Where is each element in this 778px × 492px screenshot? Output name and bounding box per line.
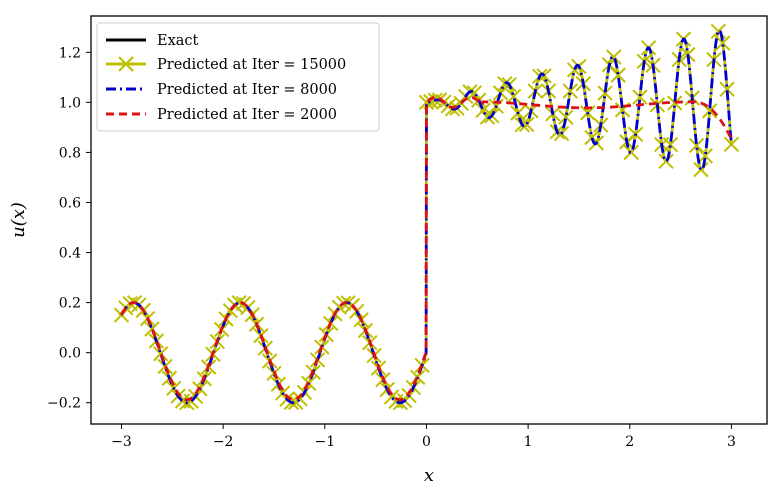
y-tick-label: 0.0 [59,346,81,362]
y-tick-label: 0.4 [59,246,81,262]
x-tick-label: −3 [111,434,132,450]
legend-label-exact: Exact [157,33,199,49]
iter15000-marker [632,89,648,105]
iter15000-marker [693,161,709,178]
iter15000-marker [658,153,674,170]
iter15000-marker [623,144,639,161]
iter15000-marker [667,95,683,111]
iter15000-marker [562,83,578,99]
y-axis-label: u(x) [8,202,29,238]
x-axis-label: x [424,465,434,486]
x-axis-ticks: −3 −2 −1 0 1 2 3 [111,424,736,450]
legend: Exact Predicted at Iter = 15000 Predicte… [96,22,380,132]
plot-marks [113,23,740,411]
iter15000-marker [144,321,160,337]
y-tick-label: 1.0 [59,95,81,111]
x-tick-label: −2 [213,434,234,450]
x-tick-label: 2 [625,434,634,450]
iter15000-marker [610,67,626,83]
iter15000-marker [558,109,574,125]
y-tick-label: 0.8 [59,145,81,161]
y-tick-label: 0.6 [59,195,81,211]
iter15000-marker [479,109,496,125]
y-tick-label: −0.2 [47,396,81,412]
iter15000-marker [715,35,731,51]
y-axis-ticks: −0.2 0.0 0.2 0.4 0.6 0.8 1.0 1.2 [47,45,91,412]
x-tick-label: 1 [524,434,533,450]
iter15000-marker [475,102,491,118]
legend-box [96,22,380,132]
iter15000-marker [606,49,622,65]
y-tick-label: 0.2 [59,296,81,312]
legend-label-iter8000: Predicted at Iter = 8000 [157,82,337,98]
x-tick-label: 0 [422,434,431,450]
iter15000-marker [710,23,727,40]
iter15000-marker [505,88,522,105]
plot-frame [90,15,768,425]
legend-label-iter2000: Predicted at Iter = 2000 [157,107,337,123]
iter15000-marker [466,85,483,101]
iter15000-marker [152,346,169,362]
iter15000-marker [697,148,713,164]
x-tick-label: 3 [727,434,736,450]
iter15000-marker [688,137,705,154]
legend-marker-iter15000 [118,56,134,72]
iter15000-marker [518,116,535,133]
x-tick-label: −1 [314,434,335,450]
iter15000-marker [662,136,679,153]
y-tick-label: 1.2 [59,45,81,61]
iter15000-marker [719,81,735,97]
legend-label-iter15000: Predicted at Iter = 15000 [157,57,346,73]
iter15000-marker [597,85,613,101]
series-iter8000-line [120,28,733,405]
series-iter2000-line [120,95,733,402]
